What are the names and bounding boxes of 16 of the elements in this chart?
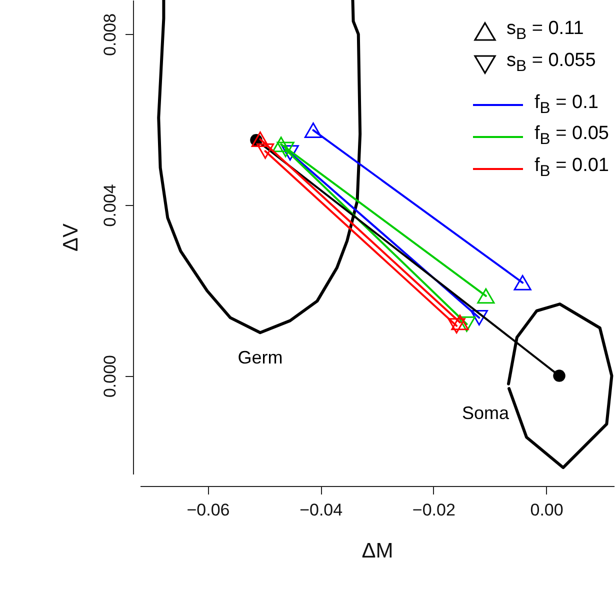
x-tick-label: −0.06 [186,500,230,520]
y-axis-title: ΔV [60,223,82,252]
series-label: Germ [238,348,283,368]
x-tick-label: −0.04 [300,500,343,520]
x-axis-title: ΔM [362,540,394,562]
legend-label: f$_{B}$ = 0.05 [534,122,609,150]
series-label: Soma [462,402,510,423]
legend-label: f$_{B}$ = 0.1 [534,90,598,118]
legend-label: s$_{B}$ = 0.11 [506,17,584,45]
legend-label: f$_{B}$ = 0.01 [534,154,609,182]
legend-label: s$_{B}$ = 0.055 [506,48,596,77]
y-tick-label: 0.000 [100,355,120,398]
x-tick-label: −0.02 [412,500,456,520]
x-tick-label: 0.00 [530,500,564,520]
y-tick-label: 0.004 [100,184,120,227]
y-tick-label: 0.008 [100,13,120,56]
